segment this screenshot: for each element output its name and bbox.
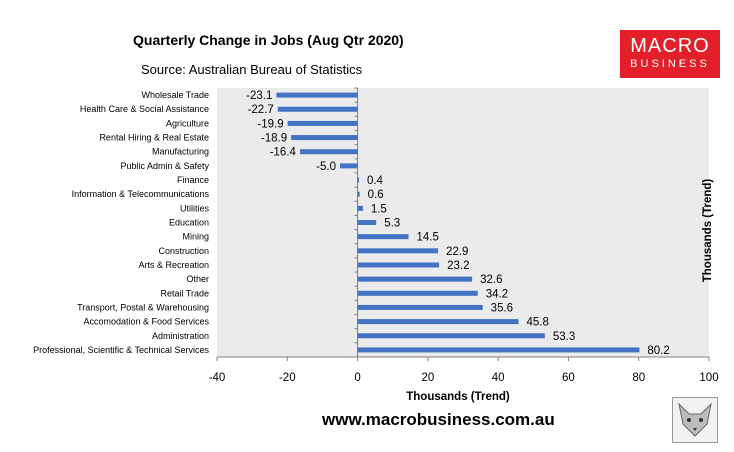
category-label: Agriculture bbox=[166, 118, 209, 128]
bar bbox=[357, 177, 359, 183]
data-label: -23.1 bbox=[246, 90, 272, 102]
bar bbox=[357, 191, 360, 197]
category-label: Rental Hiring & Real Estate bbox=[99, 133, 209, 143]
category-label: Manufacturing bbox=[152, 147, 209, 157]
x-axis-title: Thousands (Trend) bbox=[406, 391, 510, 403]
bar bbox=[287, 120, 358, 126]
bar bbox=[357, 248, 439, 254]
x-tick-label: -20 bbox=[279, 372, 296, 384]
category-label: Transport, Postal & Warehousing bbox=[77, 302, 209, 312]
data-label: 45.8 bbox=[527, 317, 549, 329]
fox-logo-icon bbox=[672, 397, 718, 443]
category-label: Arts & Recreation bbox=[138, 260, 209, 270]
x-tick-label: 60 bbox=[562, 372, 575, 384]
category-label: Other bbox=[186, 274, 209, 284]
category-label: Administration bbox=[152, 331, 209, 341]
data-label: 1.5 bbox=[371, 203, 387, 215]
data-label: 32.6 bbox=[480, 274, 502, 286]
chart-title: Quarterly Change in Jobs (Aug Qtr 2020) bbox=[133, 32, 404, 48]
bar bbox=[299, 149, 358, 155]
bar bbox=[357, 347, 640, 353]
plot-area bbox=[217, 88, 709, 357]
bar bbox=[357, 319, 519, 325]
bar bbox=[357, 276, 473, 282]
category-label: Professional, Scientific & Technical Ser… bbox=[33, 345, 209, 355]
data-label: 5.3 bbox=[384, 218, 400, 230]
bar bbox=[357, 262, 440, 268]
x-tick-label: 20 bbox=[421, 372, 434, 384]
data-label: 53.3 bbox=[553, 331, 575, 343]
logo-line1: MACRO bbox=[630, 35, 710, 57]
bar bbox=[277, 106, 358, 112]
data-label: -16.4 bbox=[270, 147, 297, 159]
data-label: 35.6 bbox=[491, 302, 513, 314]
bar bbox=[357, 220, 377, 225]
bar bbox=[357, 333, 545, 339]
category-label: Wholesale Trade bbox=[141, 90, 209, 100]
category-label: Public Admin & Safety bbox=[120, 161, 209, 171]
category-label: Utilities bbox=[180, 203, 210, 213]
bar bbox=[276, 92, 358, 98]
data-label: 80.2 bbox=[647, 345, 669, 357]
category-label: Construction bbox=[158, 246, 209, 256]
bar bbox=[357, 304, 483, 310]
data-label: -19.9 bbox=[257, 118, 283, 130]
x-tick-label: 100 bbox=[699, 372, 718, 384]
category-label: Information & Telecommunications bbox=[72, 189, 210, 199]
category-label: Mining bbox=[182, 232, 209, 242]
footer-url: www.macrobusiness.com.au bbox=[322, 410, 555, 429]
bar bbox=[357, 234, 409, 240]
x-tick-label: 40 bbox=[492, 372, 505, 384]
x-tick-label: 80 bbox=[632, 372, 645, 384]
bar bbox=[340, 163, 358, 169]
category-label: Health Care & Social Assistance bbox=[80, 104, 209, 114]
bar bbox=[357, 290, 478, 296]
data-label: -18.9 bbox=[261, 133, 287, 145]
bar bbox=[357, 205, 363, 211]
data-label: -22.7 bbox=[248, 104, 274, 116]
data-label: -5.0 bbox=[316, 161, 336, 173]
bar bbox=[291, 135, 358, 141]
category-label: Retail Trade bbox=[160, 288, 209, 298]
x-tick-label: 0 bbox=[354, 372, 360, 384]
data-label: 34.2 bbox=[486, 288, 508, 300]
data-label: 23.2 bbox=[447, 260, 469, 272]
data-label: 0.4 bbox=[367, 175, 384, 187]
chart-subtitle: Source: Australian Bureau of Statistics bbox=[141, 62, 363, 77]
data-label: 0.6 bbox=[368, 189, 384, 201]
category-label: Education bbox=[169, 218, 209, 228]
logo-line2: BUSINESS bbox=[630, 58, 710, 70]
right-axis-title: Thousands (Trend) bbox=[702, 179, 714, 283]
data-label: 22.9 bbox=[446, 246, 468, 258]
x-tick-label: -40 bbox=[209, 372, 226, 384]
macrobusiness-logo: MACRO BUSINESS bbox=[620, 30, 720, 78]
category-label: Accomodation & Food Services bbox=[83, 317, 209, 327]
category-label: Finance bbox=[177, 175, 209, 185]
data-label: 14.5 bbox=[417, 232, 439, 244]
